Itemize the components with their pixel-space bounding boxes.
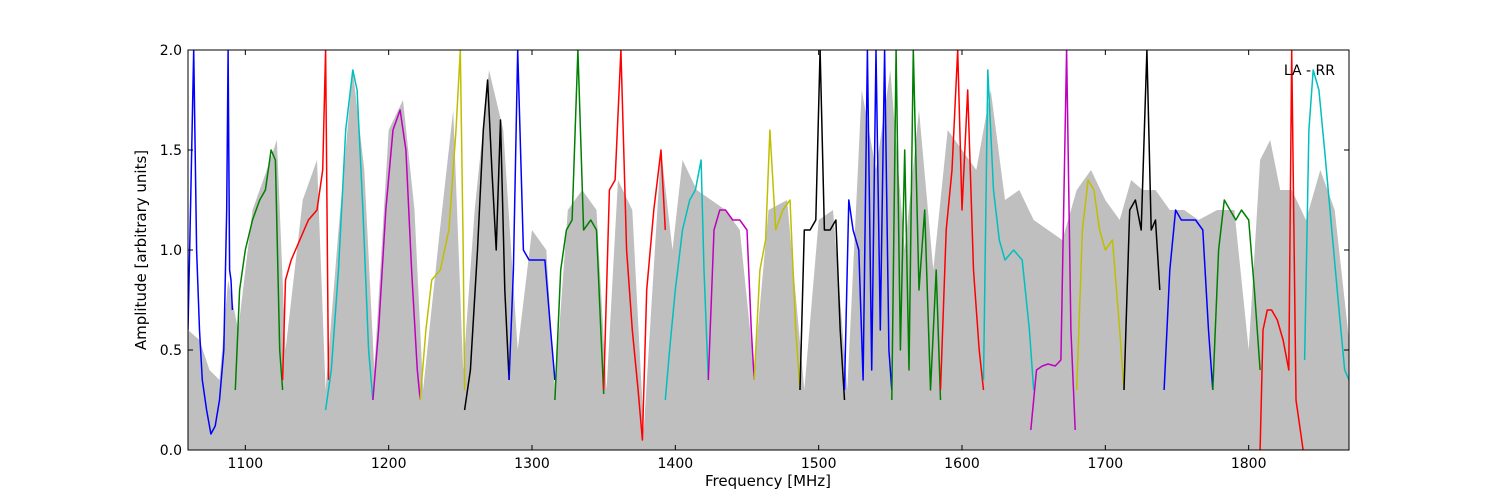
series-line-21 xyxy=(1163,209,1214,391)
series-line-17 xyxy=(982,69,1035,391)
x-tick-label: 1600 xyxy=(944,456,980,472)
series-line-24 xyxy=(1303,69,1349,381)
x-tick-label: 1100 xyxy=(228,456,264,472)
series-line-18 xyxy=(1030,50,1076,431)
series-line-3 xyxy=(324,69,374,411)
x-tick-label: 1800 xyxy=(1231,456,1267,472)
series-line-14 xyxy=(843,50,893,391)
y-axis-title: Amplitude [arbitrary units] xyxy=(132,150,150,350)
envelope-area xyxy=(188,70,1349,450)
series-line-10 xyxy=(664,159,710,401)
series-line-11 xyxy=(707,209,755,381)
series-line-23 xyxy=(1259,50,1304,450)
y-tick-label: 1.5 xyxy=(160,143,182,159)
series-line-8 xyxy=(554,50,605,401)
series-line-22 xyxy=(1212,199,1261,391)
background-envelope xyxy=(188,70,1349,450)
series-line-6 xyxy=(463,79,510,411)
series-line-12 xyxy=(753,129,801,391)
series-line-9 xyxy=(602,50,667,441)
x-tick-label: 1700 xyxy=(1088,456,1124,472)
y-axis: 0.0 0.5 1.0 1.5 2.0 xyxy=(160,43,1349,459)
series-line-13 xyxy=(799,50,846,401)
x-tick-label: 1200 xyxy=(371,456,407,472)
x-tick-label: 1500 xyxy=(801,456,837,472)
x-axis-title: Frequency [MHz] xyxy=(705,472,831,490)
series-line-20 xyxy=(1123,50,1161,391)
series-line-7 xyxy=(508,50,556,381)
series-line-19 xyxy=(1075,179,1125,391)
series-line-15 xyxy=(891,50,942,401)
series-line-16 xyxy=(939,50,985,391)
y-tick-label: 1.0 xyxy=(160,243,182,259)
series-line-0 xyxy=(188,50,234,435)
y-tick-label: 2.0 xyxy=(160,43,182,59)
series-line-5 xyxy=(419,50,466,401)
x-axis: 1100 1200 1300 1400 1500 1600 1700 1800 xyxy=(228,50,1267,472)
y-tick-label: 0.0 xyxy=(160,443,182,459)
series-line-1 xyxy=(234,149,284,391)
x-tick-label: 1300 xyxy=(514,456,550,472)
series-line-2 xyxy=(281,50,330,381)
y-tick-label: 0.5 xyxy=(160,343,182,359)
x-tick-label: 1400 xyxy=(658,456,694,472)
series-line-4 xyxy=(372,109,421,401)
series-layer xyxy=(188,50,1349,450)
chart-annotation: LA - RR xyxy=(1284,63,1335,79)
